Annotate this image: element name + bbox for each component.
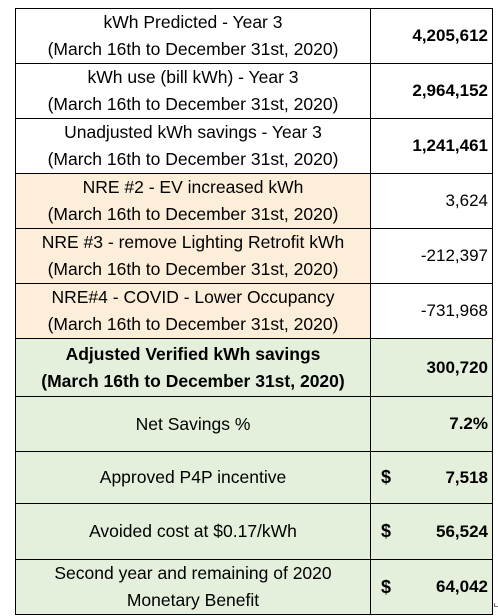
table-row: Avoided cost at $0.17/kWh $ 56,524 bbox=[15, 503, 493, 560]
row-label-line2: (March 16th to December 31st, 2020) bbox=[47, 259, 339, 279]
row-label: Second year and remaining of 2020 Moneta… bbox=[15, 559, 371, 615]
row-value: 3,624 bbox=[370, 173, 493, 229]
row-label: NRE #3 - remove Lighting Retrofit kWh (M… bbox=[15, 228, 371, 284]
table-row: NRE #2 - EV increased kWh (March 16th to… bbox=[15, 173, 493, 229]
table-row: Adjusted Verified kWh savings (March 16t… bbox=[15, 338, 493, 397]
row-label-line1: Avoided cost at $0.17/kWh bbox=[89, 521, 297, 541]
row-label-line1: kWh Predicted - Year 3 bbox=[103, 12, 283, 32]
row-amount: 7,518 bbox=[445, 467, 488, 487]
row-label-line2: (March 16th to December 31st, 2020) bbox=[47, 94, 339, 114]
row-label-line1: Net Savings % bbox=[135, 413, 251, 434]
row-label-line2: (March 16th to December 31st, 2020) bbox=[47, 314, 339, 334]
row-value: 4,205,612 bbox=[370, 8, 493, 64]
row-amount: 56,524 bbox=[436, 521, 488, 541]
row-value: $ 7,518 bbox=[370, 451, 493, 504]
row-label: Avoided cost at $0.17/kWh bbox=[15, 503, 371, 560]
table-row: Approved P4P incentive $ 7,518 bbox=[15, 451, 493, 504]
row-label-line1: Approved P4P incentive bbox=[99, 467, 287, 487]
row-label-line2: (March 16th to December 31st, 2020) bbox=[47, 39, 339, 59]
table-row: kWh Predicted - Year 3 (March 16th to De… bbox=[15, 8, 493, 64]
row-label-line2: (March 16th to December 31st, 2020) bbox=[47, 149, 339, 169]
row-label: NRE#4 - COVID - Lower Occupancy (March 1… bbox=[15, 283, 371, 339]
savings-table: kWh Predicted - Year 3 (March 16th to De… bbox=[15, 8, 493, 615]
row-value: 1,241,461 bbox=[370, 118, 493, 174]
row-amount: 64,042 bbox=[436, 577, 488, 596]
row-label: Unadjusted kWh savings - Year 3 (March 1… bbox=[15, 118, 371, 174]
currency-symbol: $ bbox=[381, 576, 392, 597]
table-row: NRE #3 - remove Lighting Retrofit kWh (M… bbox=[15, 228, 493, 284]
row-label: Net Savings % bbox=[15, 396, 371, 452]
row-value: 2,964,152 bbox=[370, 63, 493, 119]
row-value: 300,720 bbox=[370, 338, 493, 397]
row-label-line2: (March 16th to December 31st, 2020) bbox=[41, 370, 345, 391]
row-label-line1: Unadjusted kWh savings - Year 3 bbox=[64, 122, 322, 142]
row-label: Approved P4P incentive bbox=[15, 451, 371, 504]
row-label-line1: Adjusted Verified kWh savings bbox=[65, 343, 321, 364]
currency-symbol: $ bbox=[381, 467, 392, 487]
row-label: kWh Predicted - Year 3 (March 16th to De… bbox=[15, 8, 371, 64]
row-label-line1: NRE#4 - COVID - Lower Occupancy bbox=[51, 287, 335, 307]
row-label-line1: kWh use (bill kWh) - Year 3 bbox=[87, 67, 299, 87]
row-label-line1: NRE #2 - EV increased kWh bbox=[82, 177, 304, 197]
cell-corner-mark bbox=[494, 603, 498, 607]
row-value: 7.2% bbox=[370, 396, 493, 452]
row-label: NRE #2 - EV increased kWh (March 16th to… bbox=[15, 173, 371, 229]
currency-symbol: $ bbox=[381, 521, 392, 541]
row-value: $ 64,042 bbox=[370, 559, 493, 615]
row-label-line1: Second year and remaining of 2020 bbox=[54, 563, 332, 583]
table-row: Second year and remaining of 2020 Moneta… bbox=[15, 559, 493, 615]
row-label-line2: Monetary Benefit bbox=[126, 590, 260, 610]
row-label-line1: NRE #3 - remove Lighting Retrofit kWh bbox=[41, 232, 345, 252]
row-value: $ 56,524 bbox=[370, 503, 493, 560]
row-value: -212,397 bbox=[370, 228, 493, 284]
row-label-line2: (March 16th to December 31st, 2020) bbox=[47, 204, 339, 224]
row-label: Adjusted Verified kWh savings (March 16t… bbox=[15, 338, 371, 397]
row-label: kWh use (bill kWh) - Year 3 (March 16th … bbox=[15, 63, 371, 119]
table-row: kWh use (bill kWh) - Year 3 (March 16th … bbox=[15, 63, 493, 119]
row-value: -731,968 bbox=[370, 283, 493, 339]
table-row: Unadjusted kWh savings - Year 3 (March 1… bbox=[15, 118, 493, 174]
table-row: Net Savings % 7.2% bbox=[15, 396, 493, 452]
table-row: NRE#4 - COVID - Lower Occupancy (March 1… bbox=[15, 283, 493, 339]
